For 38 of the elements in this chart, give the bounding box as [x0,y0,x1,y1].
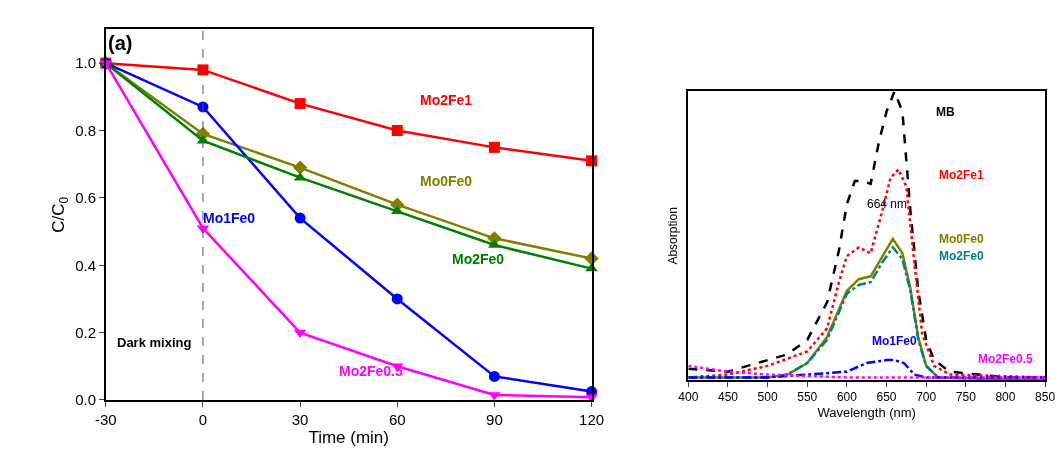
y-tick-label: 0.8 [75,121,97,139]
x-tick-label: 550 [797,390,818,405]
x-tick-label: 800 [995,390,1016,405]
annotation: (a) [108,32,133,54]
series-label: Mo1Fe0 [872,334,917,348]
y-tick-label: 0.4 [75,256,97,274]
text: Mo2Fe0 [939,249,984,263]
text: Mo0Fe0 [939,232,984,246]
y-tick-label: 0.2 [75,323,97,341]
y-tick-label: 1.0 [75,54,97,72]
x-tick-label: 0 [198,410,208,428]
annotation: Dark mixing [117,335,192,350]
x-tick-label: 450 [717,390,739,405]
x-tick-label: 60 [388,410,406,428]
x-tick-label: 650 [876,390,897,405]
y-axis-title: Absorption [666,207,681,265]
y-tick-label: 0.0 [75,391,97,409]
series-label: Mo2Fe0.5 [978,352,1034,366]
x-tick-label: -30 [94,410,117,428]
text: Mo1Fe0 [203,210,256,226]
x-tick-label: 600 [836,390,858,405]
x-tick-label: 850 [1035,390,1056,405]
series-label: Mo0Fe0 [420,173,473,189]
y-tick-label: 0.6 [75,189,97,207]
x-tick-label: 700 [916,390,937,405]
series-label: Mo2Fe1 [420,92,473,108]
x-tick-label: 30 [291,410,309,428]
series-label: Mo2Fe0 [452,251,505,267]
x-tick-label: 750 [955,390,977,405]
x-tick-label: 120 [579,410,605,428]
text: MB [936,105,955,119]
x-tick-label: 400 [678,390,699,405]
x-axis-title: Time (min) [308,427,389,447]
x-axis-title: Wavelength (nm) [817,404,916,420]
x-tick-label: 90 [486,410,503,428]
x-tick-label: 500 [757,390,778,405]
text: Mo2Fe1 [939,168,984,182]
annotation: 664 nm [867,197,908,211]
